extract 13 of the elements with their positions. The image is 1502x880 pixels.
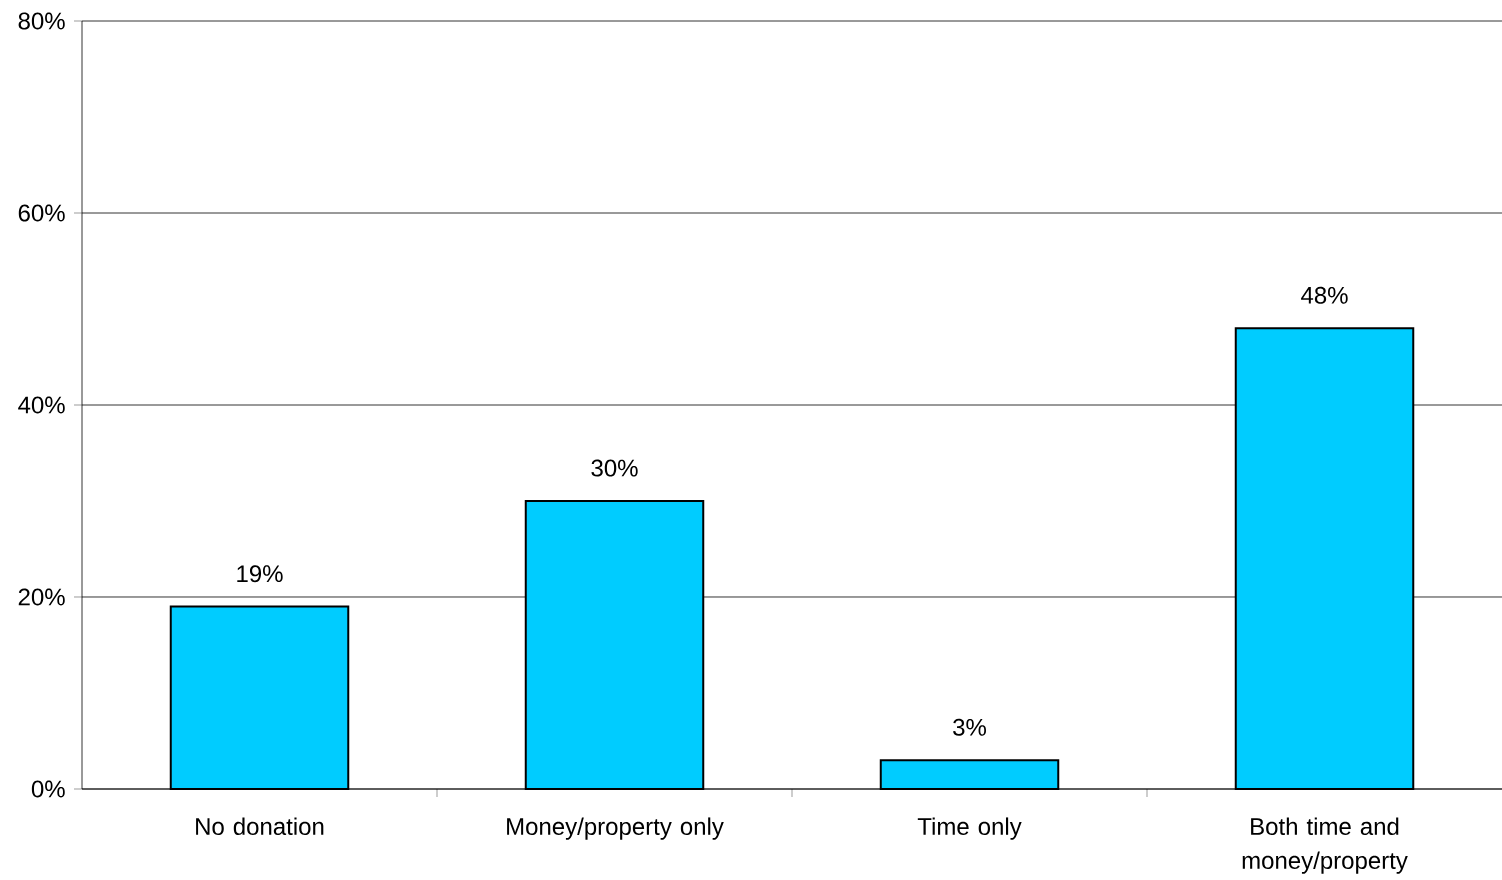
y-tick-label: 40% [18, 396, 65, 414]
y-tick-label: 0% [31, 780, 65, 798]
data-label: 30% [591, 459, 638, 477]
x-tick-label: Time only [917, 817, 1022, 840]
x-tick-label: Both time and money/property [1242, 817, 1408, 874]
y-tick-label: 80% [18, 12, 65, 30]
x-tick-label: No donation [196, 817, 324, 836]
data-label: 48% [1301, 286, 1348, 304]
data-label: 19% [237, 565, 283, 583]
x-tick-label: Money/property only [507, 817, 724, 840]
data-label: 3% [953, 718, 986, 736]
y-tick-label: 20% [18, 588, 65, 606]
y-tick-label: 60% [18, 204, 65, 222]
